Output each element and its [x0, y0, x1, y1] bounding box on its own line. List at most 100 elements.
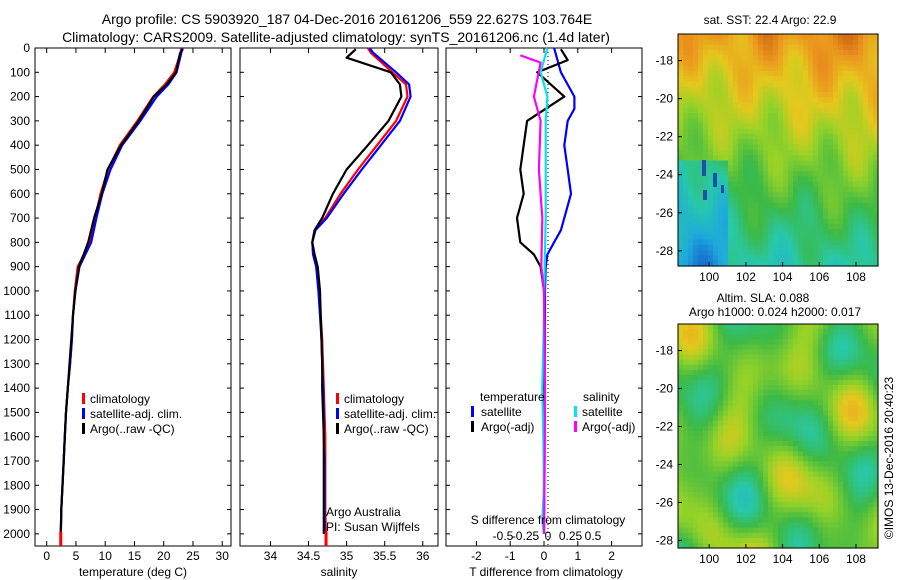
map-cell: [803, 81, 809, 88]
map-cell: [703, 213, 709, 220]
map-cell: [818, 86, 824, 93]
map-cell: [783, 425, 789, 432]
map-cell: [838, 123, 844, 130]
map-cell: [808, 176, 814, 183]
map-cell: [793, 223, 799, 230]
map-cell: [703, 218, 709, 225]
map-cell: [853, 517, 859, 524]
map-cell: [793, 260, 799, 267]
map-cell: [698, 446, 704, 452]
map-cell: [718, 446, 724, 452]
map-cell: [868, 542, 874, 549]
map-cell: [853, 481, 859, 488]
map-cell: [748, 176, 754, 183]
map-cell: [838, 202, 844, 209]
map-cell: [788, 441, 794, 447]
map-cell: [783, 208, 789, 214]
map-cell: [868, 527, 874, 534]
map-cell: [808, 202, 814, 209]
map-cell: [818, 76, 824, 83]
map-cell: [708, 527, 714, 534]
map-cell: [813, 486, 819, 493]
map-cell: [798, 349, 804, 356]
map-cell: [793, 471, 799, 478]
map-cell: [848, 471, 854, 478]
map-cell: [818, 70, 824, 77]
map-cell: [788, 134, 794, 141]
map-cell: [798, 181, 804, 188]
map-cell: [723, 260, 729, 267]
map-cell: [683, 102, 689, 109]
map-cell: [718, 441, 724, 447]
map-cell: [773, 239, 779, 246]
map-cell: [843, 244, 849, 251]
map-cell: [808, 144, 814, 151]
map-cell: [688, 400, 694, 407]
map-cell: [678, 405, 684, 412]
map-cell: [728, 123, 734, 130]
map-cell: [858, 542, 864, 549]
map-y-tick-label: -18: [656, 54, 674, 68]
map-cell: [758, 364, 764, 371]
map-cell: [863, 44, 869, 51]
map-cell: [823, 522, 829, 529]
map-cell: [708, 76, 714, 83]
map-cell: [743, 107, 749, 114]
map-cell: [728, 507, 734, 513]
map-cell: [748, 197, 754, 204]
map-cell: [783, 537, 789, 544]
map-cell: [823, 492, 829, 498]
map-cell: [808, 92, 814, 98]
map-cell: [713, 229, 719, 235]
map-cell: [868, 186, 874, 193]
map-cell: [838, 186, 844, 193]
map-cell: [828, 532, 834, 539]
map-cell: [793, 486, 799, 493]
map-cell: [723, 197, 729, 204]
map-cell: [748, 139, 754, 146]
map-cell: [853, 86, 859, 93]
map-cell: [853, 234, 859, 241]
map-cell: [718, 380, 724, 386]
map-cell: [828, 244, 834, 251]
map-cell: [708, 400, 714, 407]
map-cell: [758, 128, 764, 135]
map-cell: [808, 81, 814, 88]
map-cell: [723, 517, 729, 524]
map-cell: [728, 260, 734, 267]
map-cell: [808, 213, 814, 220]
map-cell: [868, 229, 874, 235]
map-cell: [758, 76, 764, 83]
map-cell: [708, 113, 714, 119]
map-cell: [688, 522, 694, 529]
map-cell: [828, 374, 834, 381]
map-cell: [768, 349, 774, 356]
map-cell: [733, 359, 739, 366]
map-cell: [853, 430, 859, 437]
map-cell: [823, 542, 829, 549]
map-cell: [763, 339, 769, 345]
map-cell: [798, 229, 804, 235]
map-cell: [778, 229, 784, 235]
map-cell: [858, 234, 864, 241]
map-cell: [738, 186, 744, 193]
map-cell: [763, 165, 769, 172]
map-cell: [873, 430, 879, 437]
map-cell: [798, 128, 804, 135]
map-cell: [713, 192, 719, 199]
map-cell: [808, 441, 814, 447]
map-cell: [773, 486, 779, 493]
map-cell: [738, 49, 744, 56]
map-cell: [833, 102, 839, 109]
map-cell: [703, 497, 709, 503]
map-cell: [708, 359, 714, 366]
map-cell: [733, 420, 739, 427]
x-tick-label: 35.5: [373, 549, 397, 563]
map-cell: [873, 410, 879, 417]
map-cell: [688, 70, 694, 77]
map-cell: [808, 118, 814, 125]
map-cell: [688, 250, 694, 257]
map-cell: [768, 139, 774, 146]
map-cell: [843, 181, 849, 188]
map-cell: [793, 76, 799, 83]
